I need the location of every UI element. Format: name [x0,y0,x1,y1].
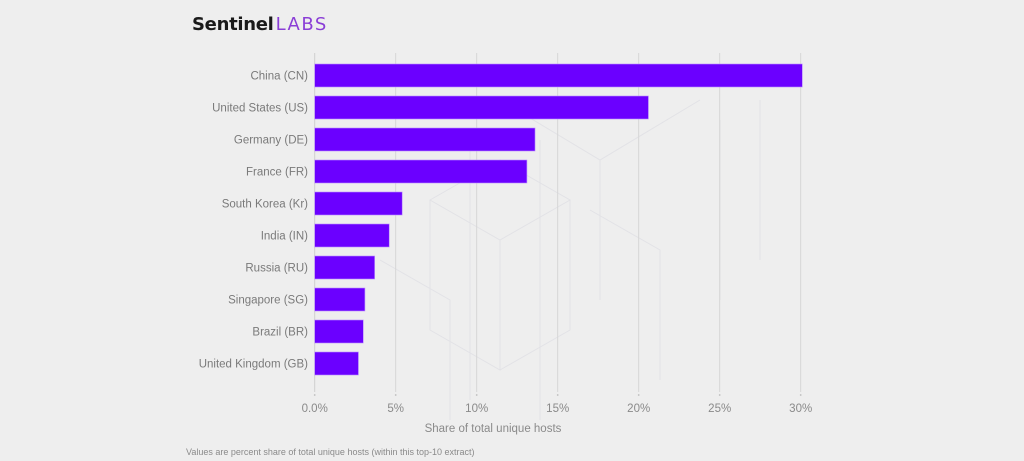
bar [314,255,375,280]
logo-text-sentinel: Sentinel [192,14,274,35]
bar [314,159,528,184]
category-label: United Kingdom (GB) [199,359,308,371]
bar [314,95,649,120]
tick-mark [394,394,397,396]
category-label: France (FR) [246,167,308,179]
x-axis-title: Share of total unique hosts [425,423,562,435]
category-label: China (CN) [250,71,308,83]
tick-mark [475,394,478,396]
tick-mark [718,394,721,396]
tick-mark [556,394,559,396]
tick-mark [313,394,316,396]
category-label: South Korea (Kr) [222,199,308,211]
x-tick-labels: 0.0% 5% 10% 15% 20% 25% 30% [302,403,813,415]
bar [314,191,403,216]
bar [314,287,366,312]
category-label: United States (US) [212,103,308,115]
tick-mark [637,394,640,396]
x-tick-label: 30% [789,403,812,415]
bar [314,351,359,376]
x-tick-label: 20% [627,403,650,415]
logo-text-labs: LABS [275,14,328,35]
x-tick-label: 5% [387,403,404,415]
footnote: Values are percent share of total unique… [186,447,475,457]
x-tick-label: 0.0% [302,403,328,415]
category-label: India (IN) [261,231,308,243]
category-label: Germany (DE) [234,135,308,147]
bar [314,63,803,88]
category-label: Brazil (BR) [252,327,308,339]
category-label: Russia (RU) [245,263,308,275]
category-labels: China (CN) United States (US) Germany (DE)… [199,71,308,371]
bar [314,319,364,344]
x-tick-label: 15% [546,403,569,415]
bar [314,223,390,248]
category-label: Singapore (SG) [228,295,308,307]
bar [314,127,536,152]
bars [314,63,803,376]
x-tick-label: 25% [708,403,731,415]
x-tick-label: 10% [465,403,488,415]
tick-mark [799,394,802,396]
sentinel-labs-logo: Sentinel LABS [192,14,328,40]
